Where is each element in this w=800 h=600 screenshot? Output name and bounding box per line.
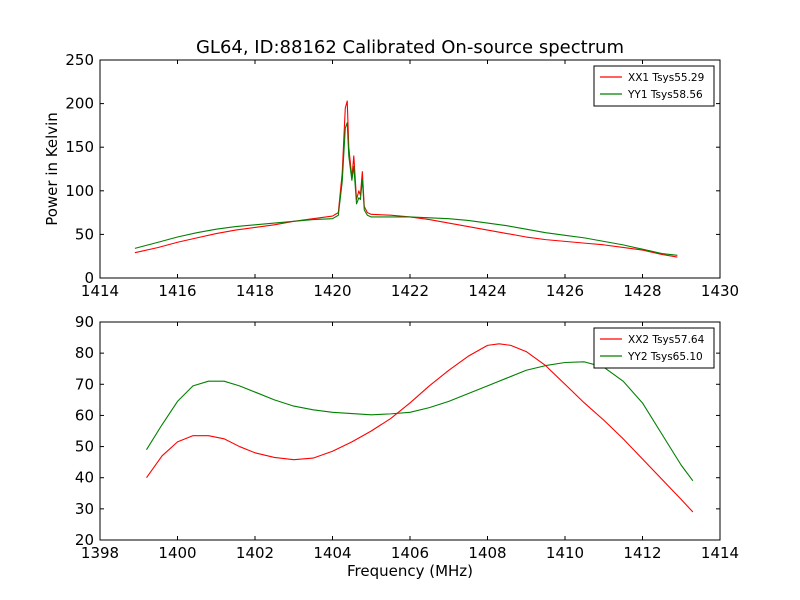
top-spectrum-panel: 1414 1416 1418 1420 1422 1424 1426 1428 1430 0 50 1…: [43, 51, 739, 300]
y-tick-label: 50: [75, 438, 94, 456]
x-tick-label: 1418: [236, 282, 274, 300]
series-line-xx-panel-1: [146, 343, 694, 513]
y-tick-label: 200: [65, 95, 94, 113]
x-tick-label: 1402: [236, 544, 274, 562]
y-tick-label: 60: [75, 406, 94, 424]
legend: XX1 Tsys55.29 YY1 Tsys58.56: [593, 65, 715, 107]
x-tick-label: 1422: [391, 282, 429, 300]
y-tick-label: 150: [65, 138, 94, 156]
x-tick-label: 1412: [623, 544, 661, 562]
x-tick-label: 1400: [158, 544, 196, 562]
x-tick-label: 1426: [546, 282, 584, 300]
x-tick-label: 1414: [81, 282, 119, 300]
legend-label: YY1 Tsys58.56: [627, 89, 703, 101]
y-tick-label: 100: [65, 182, 94, 200]
x-tick-label: 1420: [313, 282, 351, 300]
x-tick-label: 1430: [701, 282, 739, 300]
x-tick-label: 1414: [701, 544, 739, 562]
y-tick-label: 30: [75, 500, 94, 518]
x-tick-label: 1410: [546, 544, 584, 562]
y-axis-label: Power in Kelvin: [43, 112, 61, 226]
series-line-yy-panel-0: [134, 122, 678, 256]
y-tick-label: 40: [75, 469, 94, 487]
y-tick-label: 90: [75, 313, 94, 331]
x-axis-label: Frequency (MHz): [347, 562, 473, 580]
x-tick-label: 1398: [81, 544, 119, 562]
x-tick-label: 1406: [391, 544, 429, 562]
figure-title: GL64, ID:88162 Calibrated On-source spec…: [196, 37, 624, 58]
legend: XX2 Tsys57.64 YY2 Tsys65.10: [593, 327, 715, 369]
x-tick-label: 1424: [468, 282, 506, 300]
x-tick-label: 1404: [313, 544, 351, 562]
legend-label: XX2 Tsys57.64: [628, 334, 705, 346]
legend-label: YY2 Tsys65.10: [627, 351, 703, 363]
x-tick-label: 1408: [468, 544, 506, 562]
y-tick-label: 80: [75, 344, 94, 362]
y-tick-label: 20: [75, 531, 94, 549]
y-tick-label: 0: [84, 269, 94, 287]
y-tick-label: 50: [75, 225, 94, 243]
legend-box: [593, 327, 715, 369]
x-tick-label: 1416: [158, 282, 196, 300]
x-tick-label: 1428: [623, 282, 661, 300]
legend-box: [593, 65, 715, 107]
y-tick-label: 70: [75, 375, 94, 393]
legend-label: XX1 Tsys55.29: [628, 72, 704, 84]
bottom-spectrum-panel: 1398 1400 1402 1404 1406 1408 1410 1412 1414 20 30…: [75, 313, 739, 580]
y-tick-label: 250: [65, 51, 94, 69]
